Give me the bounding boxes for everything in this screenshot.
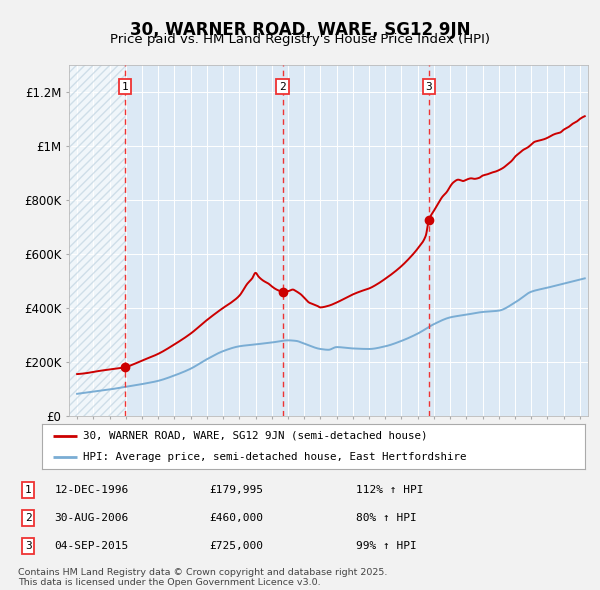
Text: 1: 1: [122, 81, 128, 91]
Text: 80% ↑ HPI: 80% ↑ HPI: [356, 513, 417, 523]
Text: 3: 3: [425, 81, 432, 91]
Text: Price paid vs. HM Land Registry's House Price Index (HPI): Price paid vs. HM Land Registry's House …: [110, 33, 490, 46]
Text: 12-DEC-1996: 12-DEC-1996: [55, 485, 129, 495]
Text: 99% ↑ HPI: 99% ↑ HPI: [356, 541, 417, 551]
Text: 30, WARNER ROAD, WARE, SG12 9JN: 30, WARNER ROAD, WARE, SG12 9JN: [130, 21, 470, 39]
Text: 04-SEP-2015: 04-SEP-2015: [55, 541, 129, 551]
Text: 2: 2: [25, 513, 32, 523]
Text: 112% ↑ HPI: 112% ↑ HPI: [356, 485, 424, 495]
Text: 2: 2: [279, 81, 286, 91]
Bar: [69, 65, 125, 416]
Text: Contains HM Land Registry data © Crown copyright and database right 2025.
This d: Contains HM Land Registry data © Crown c…: [18, 568, 388, 587]
Text: £179,995: £179,995: [210, 485, 264, 495]
Text: £460,000: £460,000: [210, 513, 264, 523]
Text: 30-AUG-2006: 30-AUG-2006: [55, 513, 129, 523]
Text: HPI: Average price, semi-detached house, East Hertfordshire: HPI: Average price, semi-detached house,…: [83, 452, 466, 462]
Text: 30, WARNER ROAD, WARE, SG12 9JN (semi-detached house): 30, WARNER ROAD, WARE, SG12 9JN (semi-de…: [83, 431, 427, 441]
Text: £725,000: £725,000: [210, 541, 264, 551]
Text: 1: 1: [25, 485, 32, 495]
Text: 3: 3: [25, 541, 32, 551]
